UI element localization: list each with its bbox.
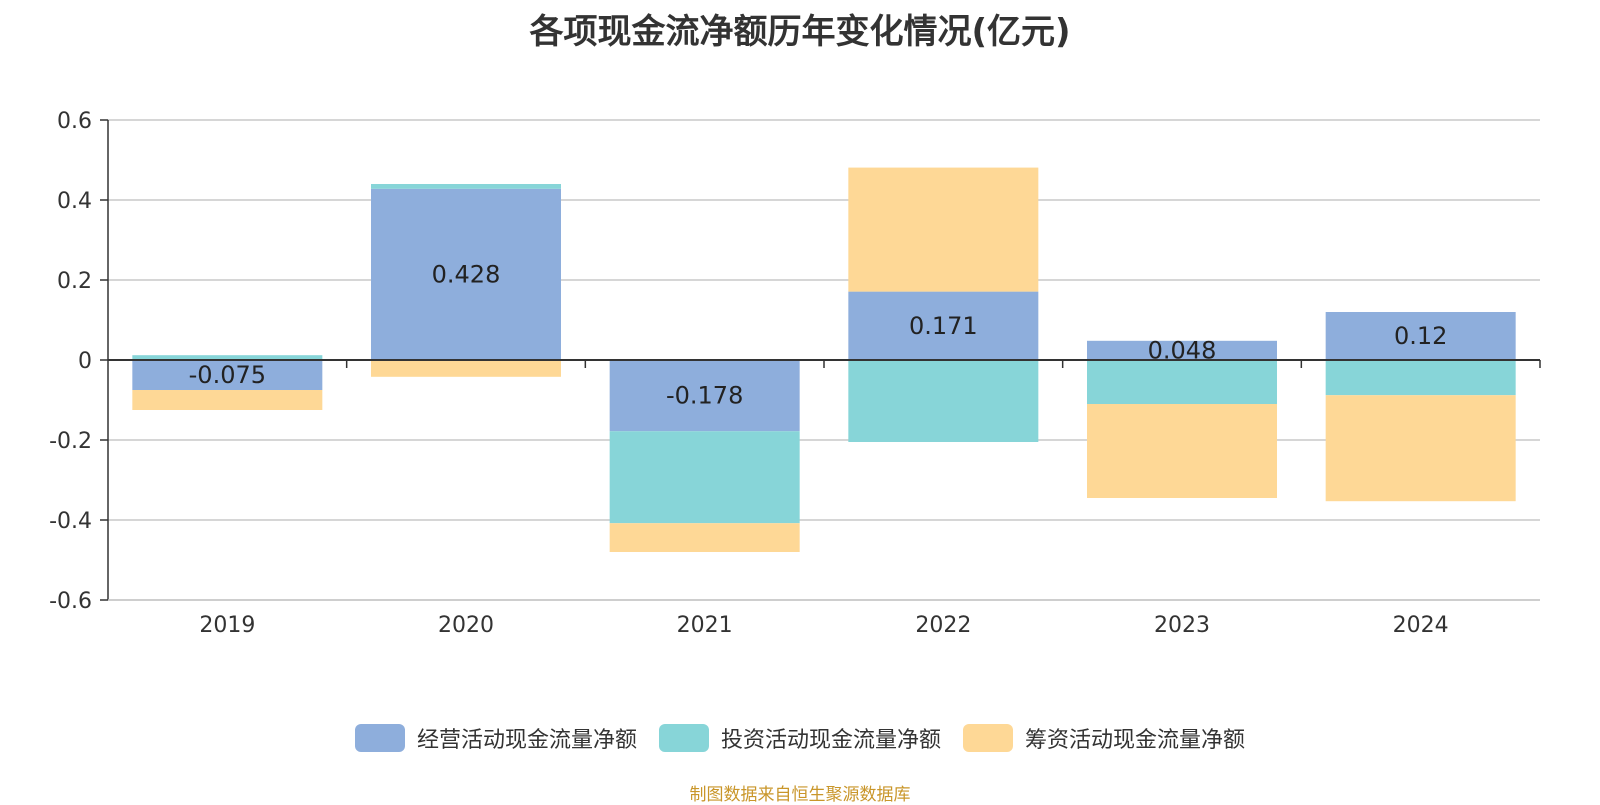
x-tick-label: 2022 bbox=[915, 613, 971, 638]
legend-label-operating: 经营活动现金流量净额 bbox=[416, 728, 637, 753]
x-tick-label: 2021 bbox=[677, 613, 733, 638]
bar-segment-2-2019 bbox=[132, 355, 323, 360]
axes: -0.6 -0.4 -0.2 0 0.2 0.4 0.6 2019 2020 2021 2022 20… bbox=[49, 109, 1541, 638]
bar-segment-1-2021 bbox=[609, 360, 800, 432]
data-label: -0.178 bbox=[666, 382, 743, 410]
data-label: 0.171 bbox=[909, 312, 978, 340]
bar-segment-1-2023 bbox=[1087, 340, 1277, 360]
data-label: 0.048 bbox=[1148, 336, 1217, 364]
legend-label-investing: 投资活动现金流量净额 bbox=[720, 728, 941, 753]
legend-swatch-financing bbox=[963, 724, 1013, 752]
bar-segment-2-2020 bbox=[371, 184, 561, 189]
legend-swatch-operating bbox=[354, 724, 405, 752]
legend-swatch-investing bbox=[658, 724, 709, 752]
bar-segment-3-2019 bbox=[132, 390, 323, 410]
legend-item-investing[interactable]: 投资活动现金流量净额 bbox=[658, 722, 941, 754]
legend-item-operating[interactable]: 经营活动现金流量净额 bbox=[354, 722, 637, 754]
bar-segment-3-2024 bbox=[1325, 395, 1516, 502]
legend-label-financing: 筹资活动现金流量净额 bbox=[1025, 728, 1246, 753]
y-tick-label: -0.2 bbox=[49, 429, 92, 454]
bar-segment-1-2022 bbox=[848, 291, 1039, 360]
x-tick-label: 2019 bbox=[199, 613, 255, 638]
bar-segment-1-2024 bbox=[1325, 312, 1516, 360]
y-tick-label: 0 bbox=[78, 349, 92, 374]
bar-segment-2-2021 bbox=[609, 431, 800, 524]
x-tick-label: 2023 bbox=[1154, 613, 1210, 638]
legend: 经营活动现金流量净额 投资活动现金流量净额 筹资活动现金流量净额 bbox=[0, 722, 1600, 754]
y-tick-label: -0.6 bbox=[49, 589, 92, 614]
bars bbox=[132, 167, 1516, 552]
bar-segment-2-2022 bbox=[848, 360, 1039, 442]
bar-segment-2-2024 bbox=[1325, 360, 1516, 396]
chart-title: 各项现金流净额历年变化情况(亿元) bbox=[529, 12, 1071, 52]
source-note: 制图数据来自恒生聚源数据库 bbox=[689, 785, 911, 805]
bar-segment-3-2023 bbox=[1087, 404, 1277, 498]
data-label: 0.12 bbox=[1394, 322, 1447, 350]
y-tick-label: 0.4 bbox=[57, 189, 92, 214]
x-tick-label: 2024 bbox=[1393, 613, 1449, 638]
bar-segment-3-2022 bbox=[848, 167, 1039, 292]
x-tick-label: 2020 bbox=[438, 613, 494, 638]
data-label: 0.428 bbox=[432, 260, 501, 288]
y-tick-label: 0.6 bbox=[57, 109, 92, 134]
bar-segment-2-2023 bbox=[1087, 360, 1277, 404]
bar-segment-1-2019 bbox=[132, 360, 323, 390]
bar-segment-3-2020 bbox=[371, 360, 561, 377]
bar-segment-3-2021 bbox=[609, 523, 800, 552]
legend-item-financing[interactable]: 筹资活动现金流量净额 bbox=[963, 722, 1245, 754]
y-tick-label: 0.2 bbox=[57, 269, 92, 294]
data-labels: -0.075 0.428 -0.178 0.171 0.048 0.12 bbox=[189, 260, 1448, 409]
bar-segment-1-2020 bbox=[371, 188, 561, 360]
data-label: -0.075 bbox=[189, 361, 266, 389]
y-tick-label: -0.4 bbox=[49, 509, 92, 534]
